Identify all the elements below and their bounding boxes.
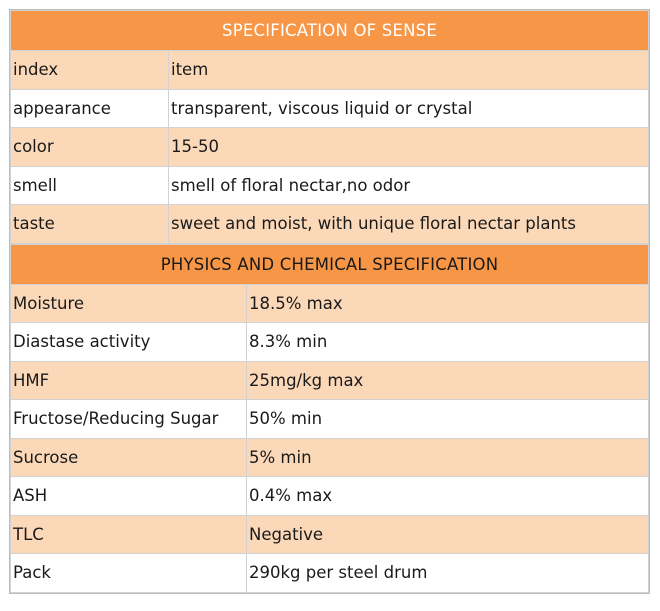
table-row: Diastase activity 8.3% min xyxy=(10,322,649,362)
row-label: taste xyxy=(10,204,169,244)
physics-header-row: PHYSICS AND CHEMICAL SPECIFICATION xyxy=(10,243,649,285)
table-row: Pack 290kg per steel drum xyxy=(10,553,649,593)
table-row: index item xyxy=(10,50,649,90)
row-label: Pack xyxy=(10,553,247,593)
table-row: HMF 25mg/kg max xyxy=(10,360,649,400)
row-value: 25mg/kg max xyxy=(246,360,649,400)
row-label: Fructose/Reducing Sugar xyxy=(10,399,247,439)
row-value: 15-50 xyxy=(168,127,649,167)
row-value: sweet and moist, with unique floral nect… xyxy=(168,204,649,244)
row-label: smell xyxy=(10,165,169,205)
table-row: ASH 0.4% max xyxy=(10,476,649,516)
row-label: Moisture xyxy=(10,283,247,323)
row-value: 5% min xyxy=(246,437,649,477)
table-row: TLC Negative xyxy=(10,514,649,554)
row-label: color xyxy=(10,127,169,167)
row-value: transparent, viscous liquid or crystal xyxy=(168,88,649,128)
row-value: 290kg per steel drum xyxy=(246,553,649,593)
row-value: 0.4% max xyxy=(246,476,649,516)
table-row: Fructose/Reducing Sugar 50% min xyxy=(10,399,649,439)
row-label: Diastase activity xyxy=(10,322,247,362)
row-label: TLC xyxy=(10,514,247,554)
row-label: ASH xyxy=(10,476,247,516)
table-row: Sucrose 5% min xyxy=(10,437,649,477)
row-label: HMF xyxy=(10,360,247,400)
table-row: appearance transparent, viscous liquid o… xyxy=(10,88,649,128)
row-label: appearance xyxy=(10,88,169,128)
table-row: Moisture 18.5% max xyxy=(10,283,649,323)
row-label: index xyxy=(10,50,169,90)
specification-table-frame: SPECIFICATION OF SENSE index item appear… xyxy=(9,9,650,594)
sense-header-row: SPECIFICATION OF SENSE xyxy=(10,10,649,51)
physics-spec-table: PHYSICS AND CHEMICAL SPECIFICATION Moist… xyxy=(10,243,649,593)
row-label: Sucrose xyxy=(10,437,247,477)
row-value: item xyxy=(168,50,649,90)
row-value: Negative xyxy=(246,514,649,554)
table-row: smell smell of floral nectar,no odor xyxy=(10,165,649,205)
table-row: taste sweet and moist, with unique flora… xyxy=(10,204,649,244)
physics-section-title: PHYSICS AND CHEMICAL SPECIFICATION xyxy=(10,243,649,285)
row-value: 50% min xyxy=(246,399,649,439)
row-value: smell of floral nectar,no odor xyxy=(168,165,649,205)
row-value: 18.5% max xyxy=(246,283,649,323)
sense-section-title: SPECIFICATION OF SENSE xyxy=(10,10,649,51)
table-row: color 15-50 xyxy=(10,127,649,167)
sense-spec-table: SPECIFICATION OF SENSE index item appear… xyxy=(10,10,649,244)
row-value: 8.3% min xyxy=(246,322,649,362)
